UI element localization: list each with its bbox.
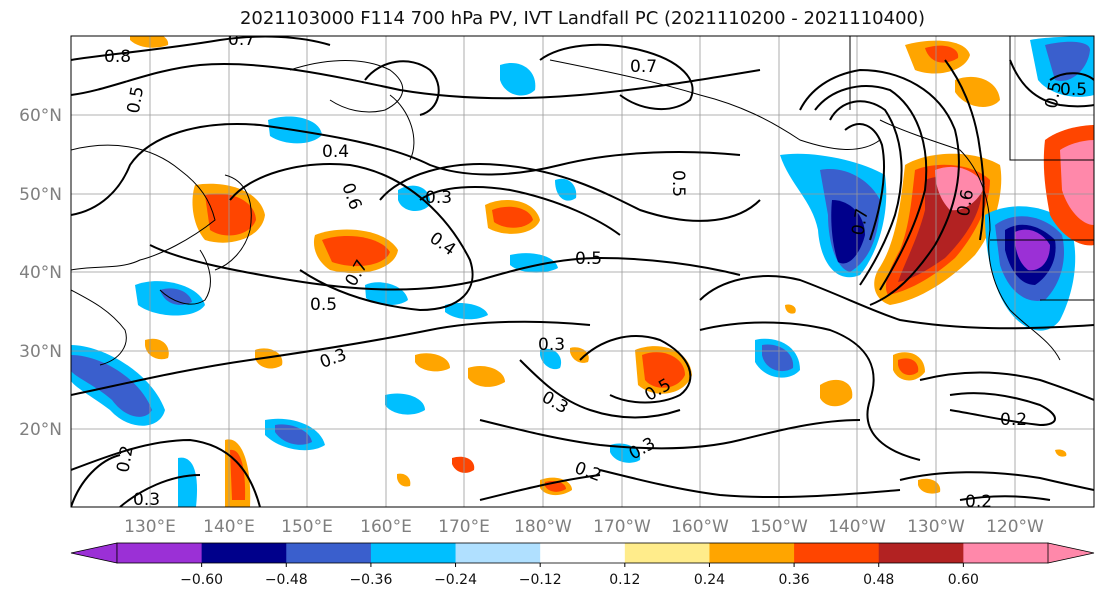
plot-frame	[70, 35, 1095, 508]
contour-label: 0.5	[668, 170, 688, 197]
contour-label: 0.6	[954, 188, 978, 218]
contour-label: 0.3	[538, 335, 565, 355]
colorbar-tick-label: 0.60	[948, 572, 979, 588]
contour-label: 0.3	[425, 188, 452, 208]
contour-label: 0.4	[322, 142, 349, 162]
colorbar-tick-label: 0.24	[694, 572, 725, 588]
colorbar-tick-label: 0.12	[609, 572, 640, 588]
contour-label: 0.5	[1042, 80, 1066, 110]
colorbar-tick-label: −0.60	[180, 572, 223, 588]
colorbar-segment	[709, 543, 795, 563]
colorbar-tick-label: −0.48	[265, 572, 308, 588]
contour-label: 0.5	[124, 85, 148, 115]
lon-label: 140°E	[203, 517, 255, 537]
contour-label: 0.5	[310, 295, 337, 315]
colorbar-segment	[455, 543, 541, 563]
colorbar-segment	[201, 543, 287, 563]
colorbar-frame	[116, 542, 1049, 564]
colorbar-segment	[117, 543, 203, 563]
lat-label-20n: 20°N	[19, 420, 62, 440]
colorbar-segment	[794, 543, 880, 563]
colorbar-tick-label: 0.48	[863, 572, 894, 588]
colorbar-segment	[286, 543, 372, 563]
lon-label: 180°W	[514, 517, 572, 537]
lon-label: 130°E	[124, 517, 176, 537]
lon-label: 140°W	[828, 517, 886, 537]
contour-label: 0.7	[228, 30, 255, 50]
lon-label: 150°W	[750, 517, 808, 537]
lon-label: 160°W	[671, 517, 729, 537]
colorbar-segment	[963, 543, 1049, 563]
colorbar-tick-label: 0.36	[779, 572, 810, 588]
contour-label: 0.2	[113, 444, 137, 474]
colorbar-segment	[370, 543, 457, 563]
pv-contours	[71, 36, 1094, 507]
contour-label: 0.8	[104, 47, 131, 67]
colorbar-tick-label: −0.36	[349, 572, 392, 588]
lon-label: 160°E	[360, 517, 412, 537]
colorbar-segment	[624, 543, 710, 563]
colorbar-extend-min	[70, 542, 118, 564]
contour-label: 0.2	[965, 492, 992, 512]
contour-label: 0.5	[1060, 80, 1087, 100]
contour-label: 0.5	[575, 249, 602, 269]
longitude-labels: 130°E 140°E 150°E 160°E 170°E 180°W 170°…	[124, 517, 1044, 537]
colorbar: −0.60 −0.48 −0.36 −0.24 −0.12 0.12 0.24 0.36 0.4…	[70, 542, 1095, 588]
lat-label-30n: 30°N	[19, 342, 62, 362]
contour-label: 0.3	[133, 490, 160, 510]
colorbar-segment	[540, 543, 626, 563]
contour-label: 0.2	[1000, 410, 1027, 430]
lon-label: 130°W	[907, 517, 965, 537]
lat-label-50n: 50°N	[19, 185, 62, 205]
lat-label-40n: 40°N	[19, 263, 62, 283]
colorbar-extend-max	[1047, 542, 1095, 564]
lon-label: 170°W	[593, 517, 651, 537]
lon-label: 120°W	[986, 517, 1044, 537]
lat-label-60n: 60°N	[19, 106, 62, 126]
map-title: 2021103000 F114 700 hPa PV, IVT Landfall…	[239, 8, 926, 29]
colorbar-tick-label: −0.24	[434, 572, 477, 588]
contour-label: 0.7	[848, 207, 872, 237]
lon-label: 150°E	[281, 517, 333, 537]
shaded-anomalies	[71, 36, 1094, 507]
contour-label: 0.7	[630, 57, 657, 77]
colorbar-segment	[878, 543, 964, 563]
lon-label: 170°E	[438, 517, 490, 537]
colorbar-tick-label: −0.12	[519, 572, 562, 588]
latitude-labels: 60°N 50°N 40°N 30°N 20°N	[19, 106, 62, 440]
